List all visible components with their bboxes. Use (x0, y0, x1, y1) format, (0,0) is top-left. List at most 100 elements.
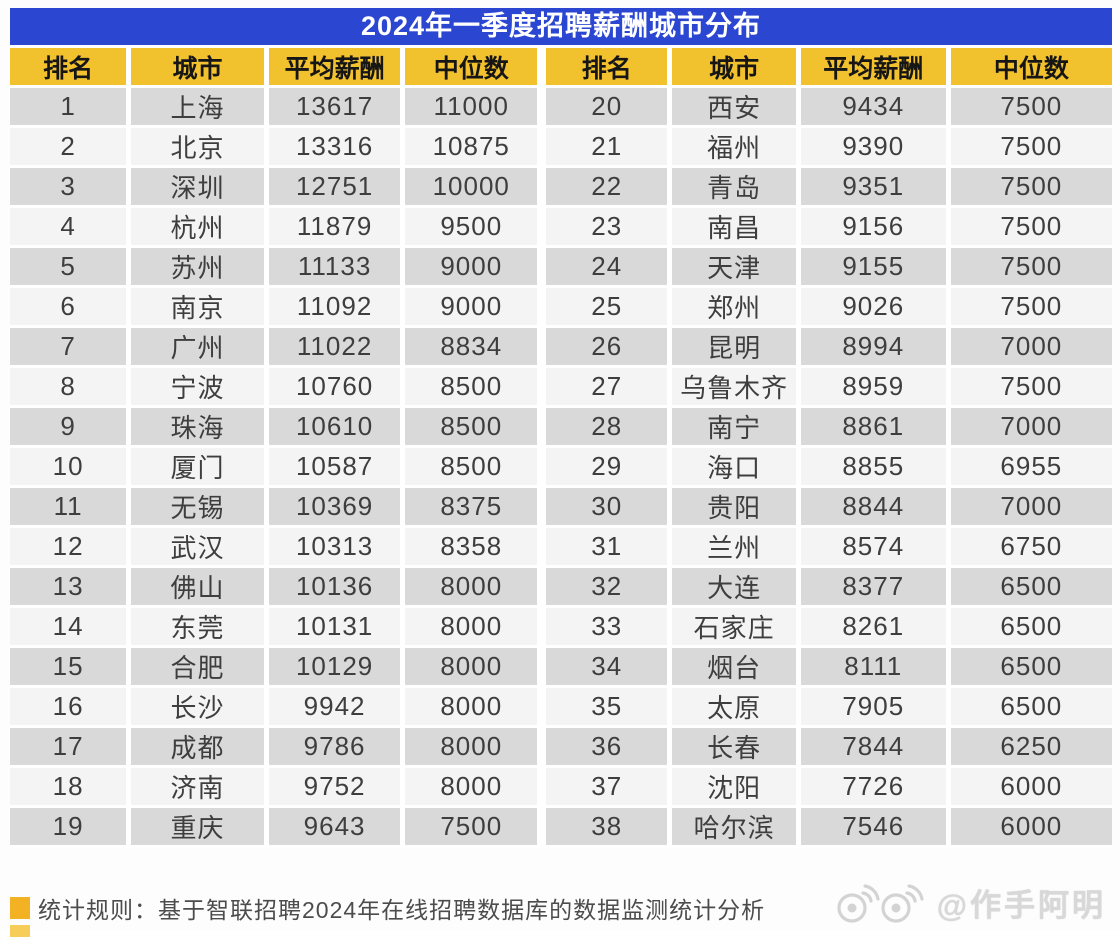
col-header-median: 中位数 (405, 48, 547, 88)
city-cell: 合肥 (131, 648, 269, 688)
median-cell: 8000 (405, 728, 547, 768)
avg-salary-cell: 11879 (268, 208, 406, 248)
city-cell: 贵阳 (672, 488, 801, 528)
city-cell: 海口 (672, 448, 801, 488)
rank-cell: 37 (546, 768, 673, 808)
rank-cell: 1 (10, 88, 132, 128)
median-cell: 7000 (950, 328, 1112, 368)
city-cell: 成都 (131, 728, 269, 768)
rank-cell: 5 (10, 248, 132, 288)
avg-salary-cell: 13316 (268, 128, 406, 168)
avg-salary-cell: 8855 (800, 448, 951, 488)
rank-cell: 31 (546, 528, 673, 568)
city-cell: 福州 (672, 128, 801, 168)
city-cell: 郑州 (672, 288, 801, 328)
table-row: 8 宁波 10760 8500 27 乌鲁木齐 8959 7500 (10, 368, 1112, 408)
yellow-bullet-icon (10, 897, 30, 919)
avg-salary-cell: 10131 (268, 608, 406, 648)
avg-salary-cell: 10313 (268, 528, 406, 568)
city-cell: 北京 (131, 128, 269, 168)
avg-salary-cell: 7905 (800, 688, 951, 728)
table-row: 7 广州 11022 8834 26 昆明 8994 7000 (10, 328, 1112, 368)
table-row: 19 重庆 9643 7500 38 哈尔滨 7546 6000 (10, 808, 1112, 848)
median-cell: 7500 (950, 248, 1112, 288)
rank-cell: 22 (546, 168, 673, 208)
avg-salary-cell: 7844 (800, 728, 951, 768)
header-row: 排名 城市 平均薪酬 中位数 排名 城市 平均薪酬 中位数 (10, 48, 1112, 88)
table-row: 15 合肥 10129 8000 34 烟台 8111 6500 (10, 648, 1112, 688)
city-cell: 石家庄 (672, 608, 801, 648)
city-cell: 上海 (131, 88, 269, 128)
rank-cell: 3 (10, 168, 132, 208)
avg-salary-cell: 9156 (800, 208, 951, 248)
median-cell: 8834 (405, 328, 547, 368)
median-cell: 9500 (405, 208, 547, 248)
city-cell: 苏州 (131, 248, 269, 288)
city-cell: 昆明 (672, 328, 801, 368)
city-cell: 深圳 (131, 168, 269, 208)
rank-cell: 27 (546, 368, 673, 408)
city-cell: 广州 (131, 328, 269, 368)
avg-salary-cell: 9390 (800, 128, 951, 168)
col-header-avg: 平均薪酬 (268, 48, 406, 88)
rank-cell: 21 (546, 128, 673, 168)
city-cell: 哈尔滨 (672, 808, 801, 848)
avg-salary-cell: 10587 (268, 448, 406, 488)
rank-cell: 13 (10, 568, 132, 608)
rank-cell: 6 (10, 288, 132, 328)
median-cell: 11000 (405, 88, 547, 128)
rank-cell: 12 (10, 528, 132, 568)
table-row: 14 东莞 10131 8000 33 石家庄 8261 6500 (10, 608, 1112, 648)
rank-cell: 29 (546, 448, 673, 488)
avg-salary-cell: 9752 (268, 768, 406, 808)
col-header-avg: 平均薪酬 (800, 48, 951, 88)
median-cell: 8500 (405, 368, 547, 408)
rank-cell: 8 (10, 368, 132, 408)
median-cell: 10875 (405, 128, 547, 168)
rank-cell: 25 (546, 288, 673, 328)
rank-cell: 20 (546, 88, 673, 128)
city-cell: 东莞 (131, 608, 269, 648)
median-cell: 10000 (405, 168, 547, 208)
avg-salary-cell: 9026 (800, 288, 951, 328)
city-cell: 太原 (672, 688, 801, 728)
median-cell: 6250 (950, 728, 1112, 768)
watermark-handle: @作手阿明 (936, 887, 1106, 923)
median-cell: 8000 (405, 768, 547, 808)
avg-salary-cell: 11133 (268, 248, 406, 288)
median-cell: 8000 (405, 608, 547, 648)
weibo-eyes-icon (835, 878, 931, 926)
city-cell: 天津 (672, 248, 801, 288)
median-cell: 6000 (950, 768, 1112, 808)
avg-salary-cell: 10760 (268, 368, 406, 408)
avg-salary-cell: 8844 (800, 488, 951, 528)
median-cell: 7500 (950, 208, 1112, 248)
table-row: 1 上海 13617 11000 20 西安 9434 7500 (10, 88, 1112, 128)
col-header-rank: 排名 (546, 48, 673, 88)
rank-cell: 38 (546, 808, 673, 848)
rank-cell: 24 (546, 248, 673, 288)
rank-cell: 30 (546, 488, 673, 528)
median-cell: 6500 (950, 688, 1112, 728)
city-cell: 南昌 (672, 208, 801, 248)
city-cell: 重庆 (131, 808, 269, 848)
city-cell: 杭州 (131, 208, 269, 248)
rank-cell: 18 (10, 768, 132, 808)
rank-cell: 9 (10, 408, 132, 448)
avg-salary-cell: 10610 (268, 408, 406, 448)
median-cell: 6500 (950, 648, 1112, 688)
median-cell: 8500 (405, 448, 547, 488)
avg-salary-cell: 8377 (800, 568, 951, 608)
avg-salary-cell: 9643 (268, 808, 406, 848)
median-cell: 6955 (950, 448, 1112, 488)
city-cell: 南京 (131, 288, 269, 328)
median-cell: 8000 (405, 648, 547, 688)
yellow-bullet-partial-icon (10, 925, 30, 937)
table-row: 10 厦门 10587 8500 29 海口 8855 6955 (10, 448, 1112, 488)
table-row: 2 北京 13316 10875 21 福州 9390 7500 (10, 128, 1112, 168)
city-cell: 大连 (672, 568, 801, 608)
footer-note: 统计规则：基于智联招聘2024年在线招聘数据库的数据监测统计分析 (10, 891, 765, 925)
avg-salary-cell: 9942 (268, 688, 406, 728)
avg-salary-cell: 12751 (268, 168, 406, 208)
rank-cell: 33 (546, 608, 673, 648)
